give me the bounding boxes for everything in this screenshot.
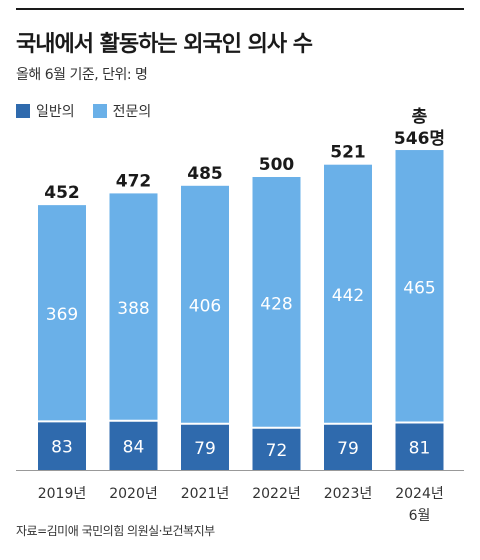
data-label-total: 500 [259, 155, 295, 175]
data-label-general: 79 [194, 439, 216, 459]
data-label-general: 72 [266, 441, 288, 461]
bar-general [38, 421, 86, 470]
chart-title: 국내에서 활동하는 외국인 의사 수 [16, 32, 313, 57]
bar-specialist [38, 205, 86, 422]
bar-general [252, 427, 301, 470]
data-label-general: 81 [409, 438, 431, 458]
data-label-total: 546명 [394, 129, 445, 149]
bar-specialist [395, 150, 444, 423]
data-label-total: 472 [116, 171, 152, 191]
data-label-total: 485 [187, 164, 223, 184]
legend-swatch-general [16, 104, 30, 118]
bar-specialist [252, 177, 301, 428]
data-label-specialist: 442 [332, 286, 364, 306]
legend-label-specialist: 전문의 [112, 104, 152, 120]
source-note: 자료=김미애 국민의힘 의원실·보건복지부 [16, 524, 215, 538]
total-prefix-label: 총 [412, 107, 428, 127]
legend-label-general: 일반의 [36, 104, 75, 120]
legend-item-general: 일반의 [16, 101, 75, 121]
data-label-general: 83 [51, 438, 73, 458]
top-rule [16, 8, 464, 10]
x-tick-label: 6월 [409, 508, 431, 524]
data-label-general: 84 [123, 437, 145, 457]
data-label-general: 79 [337, 439, 359, 459]
x-tick-label: 2023년 [324, 486, 373, 502]
x-tick-label: 2022년 [252, 486, 301, 502]
bar-general [109, 420, 158, 470]
legend: 일반의 전문의 [16, 101, 169, 121]
data-label-specialist: 428 [260, 294, 292, 314]
x-tick-label: 2021년 [181, 486, 230, 502]
bar-specialist [109, 193, 158, 421]
chart-subtitle: 올해 6월 기준, 단위: 명 [16, 67, 148, 83]
data-label-specialist: 369 [46, 305, 78, 325]
data-label-total: 521 [330, 143, 366, 163]
bar-general [324, 423, 372, 470]
data-label-total: 452 [44, 183, 80, 203]
bar-general [395, 422, 444, 470]
data-label-specialist: 406 [189, 297, 221, 317]
data-label-specialist: 465 [403, 278, 435, 298]
bar-specialist [324, 164, 372, 424]
bar-specialist [181, 185, 229, 424]
x-tick-label: 2019년 [38, 486, 87, 502]
data-label-specialist: 388 [117, 299, 149, 319]
x-tick-label: 2024년 [395, 486, 444, 502]
x-tick-label: 2020년 [109, 486, 158, 502]
bar-general [181, 423, 229, 470]
legend-swatch-specialist [92, 104, 107, 118]
legend-item-specialist: 전문의 [92, 101, 152, 121]
